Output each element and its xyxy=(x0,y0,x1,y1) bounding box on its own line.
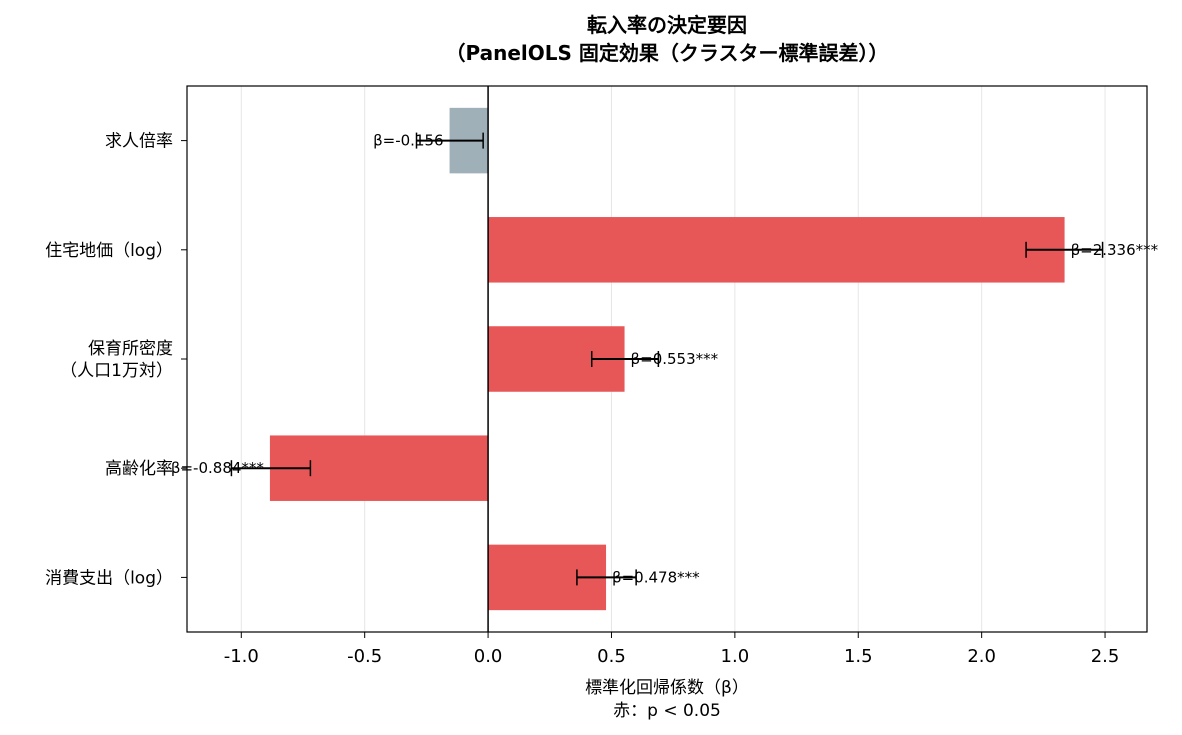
y-tick-label: 住宅地価（log） xyxy=(45,241,173,261)
x-tick-label: -1.0 xyxy=(224,646,259,667)
error-bars xyxy=(230,132,1104,586)
value-label: β=-0.156 xyxy=(373,132,444,150)
value-label: β=0.553*** xyxy=(631,350,719,368)
x-tick-label: -0.5 xyxy=(347,646,382,667)
x-axis-label: 標準化回帰係数（β） xyxy=(585,678,749,698)
x-tick-label: 0.0 xyxy=(474,646,503,667)
x-tick-label: 1.5 xyxy=(844,646,873,667)
value-labels: β=-0.156 β=2.336*** β=0.553*** β=-0.884*** β… xyxy=(171,132,1159,587)
value-label: β=2.336*** xyxy=(1071,241,1159,259)
bar xyxy=(488,217,1065,283)
error-bar xyxy=(590,351,660,367)
error-bar xyxy=(230,460,312,477)
value-label: β=-0.884*** xyxy=(171,459,264,477)
y-tick-label: 保育所密度（人口1万対） xyxy=(60,339,173,381)
value-label: β=0.478*** xyxy=(612,568,700,586)
x-tick-label: 0.5 xyxy=(597,646,626,667)
error-bar xyxy=(1025,241,1104,258)
x-tick-label: 2.0 xyxy=(967,646,996,667)
error-bar xyxy=(576,569,637,586)
error-bar xyxy=(415,132,484,149)
x-axis: -1.0 -0.5 0.0 0.5 1.0 1.5 2.0 2.5 xyxy=(224,632,1120,667)
chart-title: 転入率の決定要因 xyxy=(587,13,747,37)
chart-subtitle: （PanelOLS 固定効果（クラスター標準誤差）） xyxy=(446,41,889,65)
x-tick-label: 2.5 xyxy=(1091,646,1120,667)
x-axis-note: 赤：p < 0.05 xyxy=(613,701,721,721)
x-tick-label: 1.0 xyxy=(721,646,750,667)
y-tick-label: 求人倍率 xyxy=(105,132,173,152)
y-tick-label: 消費支出（log） xyxy=(45,568,173,588)
y-tick-label: 高齢化率 xyxy=(105,459,173,479)
